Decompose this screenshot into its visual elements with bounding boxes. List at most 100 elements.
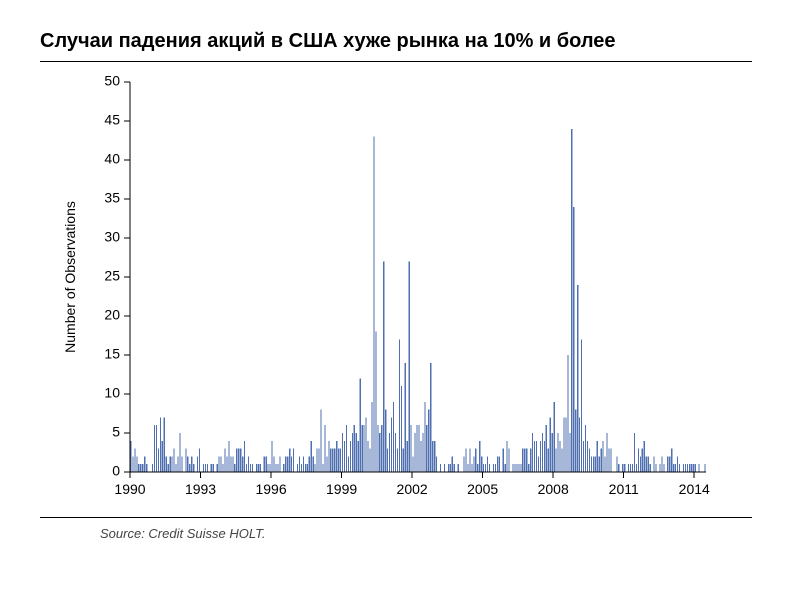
bar (640, 456, 641, 472)
bar (365, 417, 366, 472)
bar (395, 433, 396, 472)
bar (140, 464, 141, 472)
bar (322, 464, 323, 472)
bar (289, 449, 290, 472)
bar (473, 456, 474, 472)
bar (603, 441, 604, 472)
x-tick-label: 2005 (467, 481, 498, 497)
bar (397, 449, 398, 472)
bar (532, 433, 533, 472)
bar (522, 449, 523, 472)
bar (268, 464, 269, 472)
bar (571, 129, 572, 472)
bar (618, 464, 619, 472)
bar (526, 449, 527, 472)
bar (605, 456, 606, 472)
x-tick-label: 1990 (114, 481, 145, 497)
bar (348, 456, 349, 472)
bar (646, 456, 647, 472)
bar (285, 456, 286, 472)
bar (187, 456, 188, 472)
bar (638, 449, 639, 472)
bar (367, 441, 368, 472)
bar (375, 332, 376, 472)
y-tick-label: 20 (104, 307, 120, 323)
bar (293, 449, 294, 472)
bar (405, 363, 406, 472)
bar (358, 441, 359, 472)
bar (413, 456, 414, 472)
bar (544, 441, 545, 472)
bar (252, 464, 253, 472)
source-caption: Source: Credit Suisse HOLT. (100, 526, 752, 541)
bar (606, 433, 607, 472)
bar (303, 456, 304, 472)
bar (689, 464, 690, 472)
bar (454, 464, 455, 472)
bar (559, 441, 560, 472)
bar (338, 449, 339, 472)
bar (166, 456, 167, 472)
bar (279, 456, 280, 472)
bar (428, 410, 429, 472)
bar (644, 441, 645, 472)
bar (275, 464, 276, 472)
bar (557, 433, 558, 472)
bar (328, 441, 329, 472)
bar (393, 402, 394, 472)
bar (481, 456, 482, 472)
bar (379, 433, 380, 472)
y-axis-label: Number of Observations (62, 201, 78, 353)
bar (313, 456, 314, 472)
bar (330, 449, 331, 472)
bar (471, 464, 472, 472)
y-tick-label: 10 (104, 385, 120, 401)
bar (597, 441, 598, 472)
bar (567, 355, 568, 472)
bar (414, 433, 415, 472)
caption-rule (40, 517, 752, 518)
bar (207, 464, 208, 472)
bar (479, 441, 480, 472)
bar (505, 464, 506, 472)
bar (430, 363, 431, 472)
bar (677, 456, 678, 472)
bar (483, 464, 484, 472)
bar (320, 410, 321, 472)
bar (146, 464, 147, 472)
bar (507, 441, 508, 472)
bar (432, 441, 433, 472)
bar (266, 456, 267, 472)
bar (352, 433, 353, 472)
x-tick-label: 2008 (538, 481, 569, 497)
bar (170, 456, 171, 472)
bar (175, 464, 176, 472)
bar (311, 441, 312, 472)
observations-bar-chart: 0510152025303540455019901993199619992002… (40, 72, 720, 512)
bar (573, 207, 574, 472)
bar (420, 441, 421, 472)
bar (691, 464, 692, 472)
bar (675, 464, 676, 472)
bar (616, 456, 617, 472)
y-tick-label: 15 (104, 346, 120, 362)
bar (673, 464, 674, 472)
bar (336, 441, 337, 472)
bar (624, 464, 625, 472)
bar (193, 464, 194, 472)
bar (663, 464, 664, 472)
bar (197, 456, 198, 472)
bar (160, 417, 161, 472)
bar (695, 464, 696, 472)
bar (548, 449, 549, 472)
bar (579, 417, 580, 472)
bar (554, 402, 555, 472)
bar (315, 464, 316, 472)
bar (634, 433, 635, 472)
bar (177, 456, 178, 472)
y-tick-label: 25 (104, 268, 120, 284)
bar (518, 464, 519, 472)
bar (199, 449, 200, 472)
bar (168, 464, 169, 472)
bar (354, 425, 355, 472)
